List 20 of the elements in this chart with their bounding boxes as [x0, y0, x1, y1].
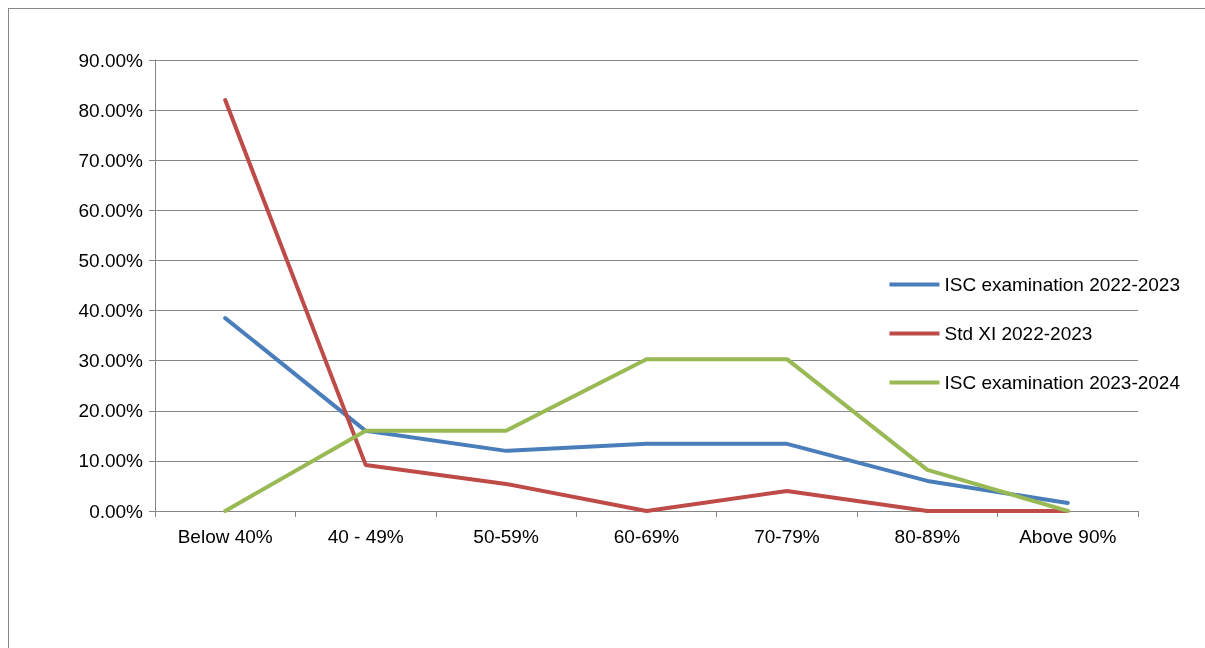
x-tick-label: 60-69%	[613, 526, 680, 547]
x-tick-label: 70-79%	[754, 526, 820, 547]
x-tick-label: 80-89%	[894, 526, 961, 547]
y-tick-label: 0.00%	[89, 500, 144, 522]
y-tick-label: 20.00%	[78, 400, 144, 422]
y-tick-label: 30.00%	[78, 350, 144, 372]
y-tick-label: 50.00%	[78, 249, 144, 271]
x-tick-label: 40 - 49%	[327, 526, 404, 547]
y-tick-label: 60.00%	[78, 199, 144, 221]
legend-label: Std XI 2022-2023	[944, 323, 1093, 344]
y-tick-label: 80.00%	[78, 99, 144, 121]
y-tick-label: 90.00%	[78, 49, 144, 71]
x-tick-label: Above 90%	[1019, 526, 1117, 547]
x-tick-label: 50-59%	[473, 526, 539, 547]
y-tick-label: 10.00%	[78, 450, 144, 472]
legend-label: ISC examination 2022-2023	[944, 274, 1180, 295]
legend-label: ISC examination 2023-2024	[944, 372, 1181, 393]
x-tick-label: Below 40%	[177, 526, 273, 547]
y-tick-label: 70.00%	[78, 149, 144, 171]
y-tick-label: 40.00%	[78, 300, 144, 322]
